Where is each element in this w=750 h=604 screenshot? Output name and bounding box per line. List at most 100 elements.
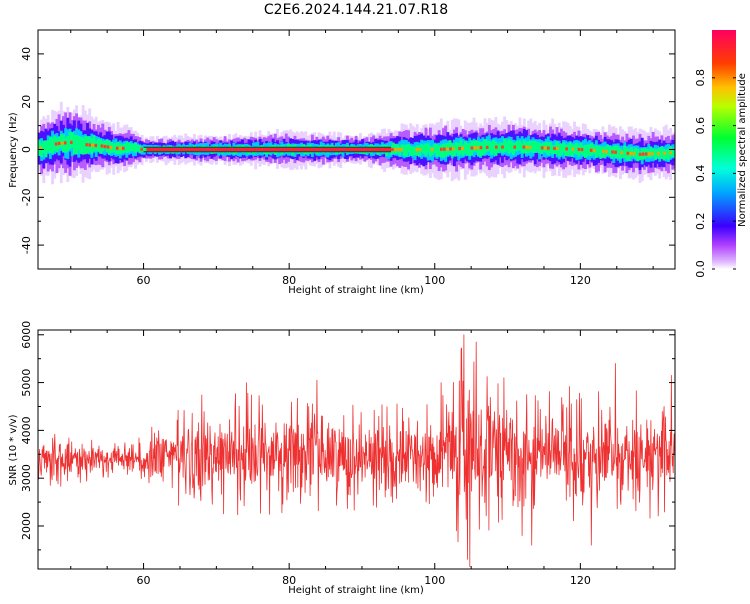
spec-peak-cell (314, 147, 318, 152)
spec-cell (573, 144, 576, 154)
spec-cell (70, 132, 74, 148)
spec-cell (627, 148, 631, 162)
spec-cell (511, 142, 515, 155)
spec-peak-cell (158, 147, 162, 152)
spec-cell (426, 143, 430, 153)
spec-cell (433, 143, 437, 154)
spec-peak-cell (452, 147, 455, 151)
spec-cell (450, 143, 454, 157)
spec-peak-cell (60, 141, 64, 145)
spec-peak-cell (173, 147, 178, 152)
snr-xtick-label: 80 (282, 574, 296, 587)
spec-peak-cell (290, 147, 294, 152)
spec-peak-cell (348, 147, 352, 152)
spec-peak-cell (308, 147, 312, 152)
colorbar-tick-label: 0.8 (694, 69, 707, 87)
spec-peak-cell (122, 146, 125, 150)
spec-cell (623, 145, 627, 158)
spec-cell (616, 146, 620, 159)
spec-cell (581, 145, 585, 157)
spec-cell (48, 136, 52, 153)
spec-peak-cell (528, 145, 532, 149)
spec-peak-cell (192, 147, 196, 152)
spec-peak-cell (580, 147, 584, 152)
spec-cell (407, 144, 410, 153)
spec-peak-cell (229, 147, 233, 152)
spec-peak-cell (592, 148, 596, 153)
colorbar-tick-label: 0.4 (694, 165, 707, 183)
spec-cell (518, 140, 522, 151)
spec-peak-cell (647, 152, 651, 156)
spec-peak-cell (669, 151, 672, 155)
spec-cell (461, 144, 465, 156)
spec-cell (509, 140, 513, 153)
snr-y-label: SNR (10 * v/v) (8, 414, 19, 485)
spec-peak-cell (626, 151, 630, 155)
spec-cell (420, 144, 424, 153)
spec-peak-cell (369, 147, 373, 152)
spec-peak-cell (589, 148, 593, 152)
spec-cell (584, 144, 587, 158)
colorbar-ticks: 0.0 0.2 0.4 0.6 0.8 (694, 69, 736, 278)
spec-peak-cell (391, 147, 394, 152)
spec-peak-cell (140, 147, 143, 151)
spec-peak-cell (495, 145, 498, 149)
spec-cell (549, 142, 552, 153)
colorbar-tick-label: 0.0 (694, 260, 707, 278)
spec-cell (44, 140, 48, 158)
spec-cell (448, 140, 452, 155)
spec-cell (658, 147, 662, 159)
spec-cell (557, 144, 561, 157)
spec-peak-cell (400, 147, 403, 152)
spec-cell (673, 146, 675, 156)
spec-peak-cell (167, 147, 172, 152)
spec-peak-cell (268, 147, 272, 152)
spec-peak-cell (195, 147, 199, 152)
spec-cell (398, 146, 402, 156)
spec-peak-cell (394, 147, 397, 152)
spec-cell (112, 143, 116, 152)
spectrogram-ytick-label: 20 (20, 95, 33, 109)
snr-series-line (38, 334, 675, 567)
spec-peak-cell (164, 147, 169, 152)
spec-cell (79, 136, 83, 155)
spec-peak-cell (372, 147, 376, 152)
spec-peak-cell (336, 147, 340, 152)
spec-cell (114, 142, 118, 154)
spec-ridge-core (39, 140, 672, 156)
spec-cell (474, 140, 478, 152)
spectrogram-xtick-label: 100 (424, 274, 445, 287)
spec-cell (636, 149, 640, 162)
spec-peak-cell (415, 147, 419, 152)
spec-peak-cell (446, 147, 449, 151)
spec-peak-cell (70, 140, 73, 144)
spec-peak-cell (632, 152, 636, 156)
spec-cell (505, 141, 509, 152)
spectrogram-xtick-label: 60 (137, 274, 151, 287)
spectrogram-ytick-label: -20 (20, 188, 33, 206)
spec-peak-cell (384, 147, 389, 152)
spec-cell (77, 135, 81, 151)
spec-cell (72, 135, 76, 155)
spec-peak-cell (638, 152, 642, 156)
spec-cell (538, 142, 542, 154)
spectrogram-xtick-label: 120 (570, 274, 591, 287)
spec-cell (53, 135, 57, 151)
spec-cell (498, 142, 502, 152)
spec-peak-cell (109, 145, 113, 150)
spec-cell (145, 147, 148, 153)
spec-cell (131, 143, 135, 152)
spec-peak-cell (198, 147, 202, 152)
spec-peak-cell (388, 147, 392, 152)
spec-cell (492, 139, 496, 154)
spec-cell (603, 146, 607, 158)
spec-peak-cell (513, 145, 516, 149)
spec-peak-cell (378, 147, 383, 152)
spec-peak-cell (629, 151, 633, 156)
spec-cell (107, 140, 111, 155)
spec-peak-cell (543, 146, 547, 150)
spec-peak-cell (63, 141, 67, 145)
spec-peak-cell (611, 150, 614, 154)
spec-peak-cell (91, 143, 95, 147)
spec-cell (468, 143, 472, 156)
